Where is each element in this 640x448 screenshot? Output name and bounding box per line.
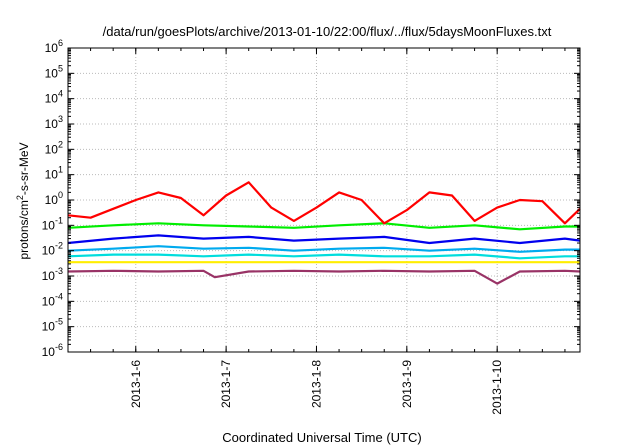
y-tick-label: 10-4 [42, 291, 63, 308]
series-line [67, 222, 580, 231]
y-tick-label: 10-1 [42, 215, 63, 232]
x-axis: 2013-1-6 2013-1-7 2013-1-8 2013-1-9 2013-1-1… [67, 48, 566, 415]
series-line [67, 181, 581, 225]
series-line [67, 234, 581, 245]
y-tick-label: 101 [45, 165, 63, 182]
series-line [67, 269, 581, 285]
y-tick-label: 100 [45, 190, 63, 207]
y-axis: 10-6 10-5 10-4 10-3 10-2 10-1 100 101 102 103 104 1… [42, 38, 580, 359]
series-lines [67, 181, 581, 285]
x-tick-label: 2013-1-8 [309, 360, 323, 408]
y-tick-label: 106 [45, 38, 63, 55]
x-tick-label: 2013-1-7 [219, 360, 233, 408]
x-axis-label: Coordinated Universal Time (UTC) [222, 430, 421, 445]
x-tick-label: 2013-1-10 [490, 360, 504, 415]
series-line [67, 245, 580, 253]
y-tick-label: 102 [45, 139, 63, 156]
y-tick-label: 103 [45, 114, 63, 131]
y-tick-label: 104 [45, 89, 63, 106]
y-axis-label: protons/cm2-s-sr-MeV [15, 142, 31, 259]
chart-title: /data/run/goesPlots/archive/2013-01-10/2… [103, 24, 552, 39]
y-tick-label: 105 [45, 63, 63, 80]
y-tick-label: 10-5 [42, 317, 63, 334]
y-tick-label: 10-6 [42, 342, 63, 359]
x-tick-label: 2013-1-6 [129, 360, 143, 408]
y-tick-label: 10-2 [42, 241, 63, 258]
y-tick-label: 10-3 [42, 266, 63, 283]
series-line [67, 253, 580, 260]
x-tick-label: 2013-1-9 [400, 360, 414, 408]
grid [68, 48, 580, 352]
